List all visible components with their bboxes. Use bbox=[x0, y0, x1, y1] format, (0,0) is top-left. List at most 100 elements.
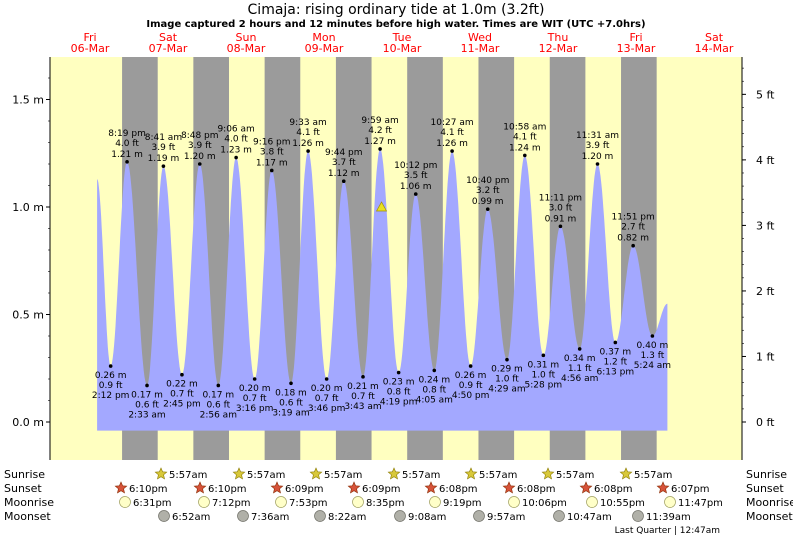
tide-height-m: 0.40 m bbox=[637, 341, 669, 351]
tide-height-m: 1.06 m bbox=[400, 182, 432, 192]
sunset-row-label-right: Sunset bbox=[746, 482, 784, 495]
tide-height-ft: 1.2 ft bbox=[603, 357, 627, 367]
left-tick-label: 1.5 m bbox=[12, 94, 44, 107]
tide-height-m: 1.17 m bbox=[256, 158, 288, 168]
high-tide-label: 9:16 pm3.8 ft1.17 m bbox=[253, 137, 291, 168]
tide-time: 4:19 pm bbox=[380, 398, 418, 408]
tide-height-ft: 0.9 ft bbox=[99, 381, 123, 391]
almanac-items: 5:57am 5:57am 5:57am 5:57am 5:57am 5:57am 5:57… bbox=[114, 467, 723, 523]
low-tide-label: 0.29 m1.0 ft4:29 am bbox=[488, 365, 525, 395]
extremum-point bbox=[595, 162, 600, 166]
tide-height-ft: 3.2 ft bbox=[476, 186, 500, 196]
tide-height-m: 0.22 m bbox=[166, 380, 198, 390]
moonset-icon bbox=[473, 510, 485, 522]
day-headers: Fri06-MarSat07-MarSun08-MarMon09-MarTue1… bbox=[71, 31, 734, 55]
extremum-point bbox=[197, 162, 202, 166]
tide-time: 10:58 am bbox=[503, 122, 546, 132]
tide-height-m: 0.20 m bbox=[239, 384, 271, 394]
sunset-time: 6:08pm bbox=[517, 484, 556, 495]
day-date-label: 11-Mar bbox=[461, 42, 500, 55]
tide-time: 3:46 pm bbox=[308, 404, 346, 414]
tide-time: 4:05 am bbox=[416, 395, 453, 405]
moonrise-time: 7:53pm bbox=[289, 498, 328, 509]
moonrise-time: 10:06pm bbox=[522, 498, 567, 509]
tide-time: 9:16 pm bbox=[253, 137, 291, 147]
tide-height-ft: 0.6 ft bbox=[206, 400, 230, 410]
tide-time: 2:33 am bbox=[128, 410, 165, 420]
right-tick-label: 3 ft bbox=[756, 219, 775, 232]
sunrise-icon bbox=[154, 467, 168, 480]
high-tide-label: 10:40 pm3.2 ft0.99 m bbox=[466, 176, 509, 207]
high-tide-label: 10:27 am4.1 ft1.26 m bbox=[431, 118, 474, 149]
tide-height-ft: 3.0 ft bbox=[549, 203, 573, 213]
sunset-time: 6:09pm bbox=[362, 484, 401, 495]
tide-time: 3:19 am bbox=[272, 408, 309, 418]
extremum-point bbox=[108, 364, 113, 368]
extremum-point bbox=[306, 149, 310, 153]
sunset-icon bbox=[424, 481, 438, 494]
day-name-label: Sun bbox=[236, 31, 257, 44]
tide-height-ft: 4.1 ft bbox=[296, 128, 320, 138]
tide-height-m: 0.20 m bbox=[311, 384, 343, 394]
extremum-point bbox=[577, 347, 582, 351]
high-tide-label: 9:33 am4.1 ft1.26 m bbox=[289, 118, 326, 149]
moonrise-time: 7:12pm bbox=[212, 498, 251, 509]
day-date-label: 08-Mar bbox=[227, 42, 266, 55]
tide-height-m: 1.26 m bbox=[436, 139, 468, 149]
extremum-point bbox=[361, 375, 365, 379]
tide-height-ft: 0.7 ft bbox=[170, 390, 194, 400]
tide-height-m: 0.34 m bbox=[564, 354, 596, 364]
day-name-label: Mon bbox=[312, 31, 335, 44]
sunrise-icon bbox=[619, 467, 633, 480]
moonset-time: 9:08am bbox=[408, 512, 446, 523]
tide-height-ft: 0.9 ft bbox=[459, 381, 483, 391]
moonrise-icon bbox=[508, 496, 520, 508]
tide-height-ft: 4.0 ft bbox=[115, 139, 139, 149]
moonrise-icon bbox=[429, 496, 441, 508]
low-tide-label: 0.37 m1.2 ft6:13 pm bbox=[597, 347, 635, 377]
tide-height-ft: 3.9 ft bbox=[152, 143, 176, 153]
extremum-point bbox=[324, 377, 329, 381]
extremum-point bbox=[631, 243, 635, 248]
tide-height-m: 0.23 m bbox=[383, 378, 415, 388]
tide-height-m: 0.26 m bbox=[95, 371, 127, 381]
tide-height-m: 0.17 m bbox=[202, 390, 234, 400]
moonrise-row-label-right: Moonrise bbox=[746, 496, 793, 509]
extremum-point bbox=[252, 377, 257, 381]
left-tick-label: 1.0 m bbox=[12, 201, 44, 214]
tide-height-ft: 3.9 ft bbox=[586, 141, 610, 151]
sunrise-row-label-left: Sunrise bbox=[4, 468, 45, 481]
moonset-icon bbox=[632, 510, 644, 522]
current-tide-marker bbox=[375, 201, 388, 212]
right-tick-label: 2 ft bbox=[756, 285, 775, 298]
tide-height-ft: 0.7 ft bbox=[351, 392, 375, 402]
moonset-row-label-right: Moonset bbox=[746, 510, 793, 523]
right-axis-feet: 0 ft 1 ft 2 ft 3 ft 4 ft 5 ft bbox=[741, 57, 775, 460]
tide-height-ft: 2.7 ft bbox=[621, 223, 645, 233]
tide-time: 2:56 am bbox=[200, 410, 237, 420]
moonset-icon bbox=[314, 510, 326, 522]
right-tick-label: 0 ft bbox=[756, 416, 775, 429]
high-tide-label: 11:31 am3.9 ft1.20 m bbox=[576, 131, 619, 162]
tide-height-m: 0.26 m bbox=[455, 371, 487, 381]
extremum-point bbox=[396, 370, 401, 375]
day-date-label: 13-Mar bbox=[617, 42, 656, 55]
sunrise-time: 5:57am bbox=[556, 470, 594, 481]
moonrise-row-label-left: Moonrise bbox=[4, 496, 54, 509]
tide-height-ft: 1.0 ft bbox=[495, 375, 519, 385]
moonset-time: 6:52am bbox=[172, 512, 210, 523]
moonrise-icon bbox=[664, 496, 676, 508]
tide-time: 6:13 pm bbox=[597, 367, 635, 377]
high-tide-label: 9:06 am4.0 ft1.23 m bbox=[217, 125, 254, 156]
tide-height-m: 0.18 m bbox=[275, 388, 307, 398]
tide-time: 10:27 am bbox=[431, 118, 474, 128]
moonset-time: 11:39am bbox=[646, 512, 691, 523]
tide-height-m: 1.24 m bbox=[509, 143, 541, 153]
tide-time: 10:12 pm bbox=[394, 161, 437, 171]
extremum-point bbox=[216, 383, 221, 388]
moonrise-time: 9:19pm bbox=[443, 498, 482, 509]
extremum-point bbox=[650, 334, 655, 338]
extremum-point bbox=[523, 153, 527, 158]
extremum-point bbox=[505, 357, 509, 362]
sunset-icon bbox=[114, 481, 128, 494]
